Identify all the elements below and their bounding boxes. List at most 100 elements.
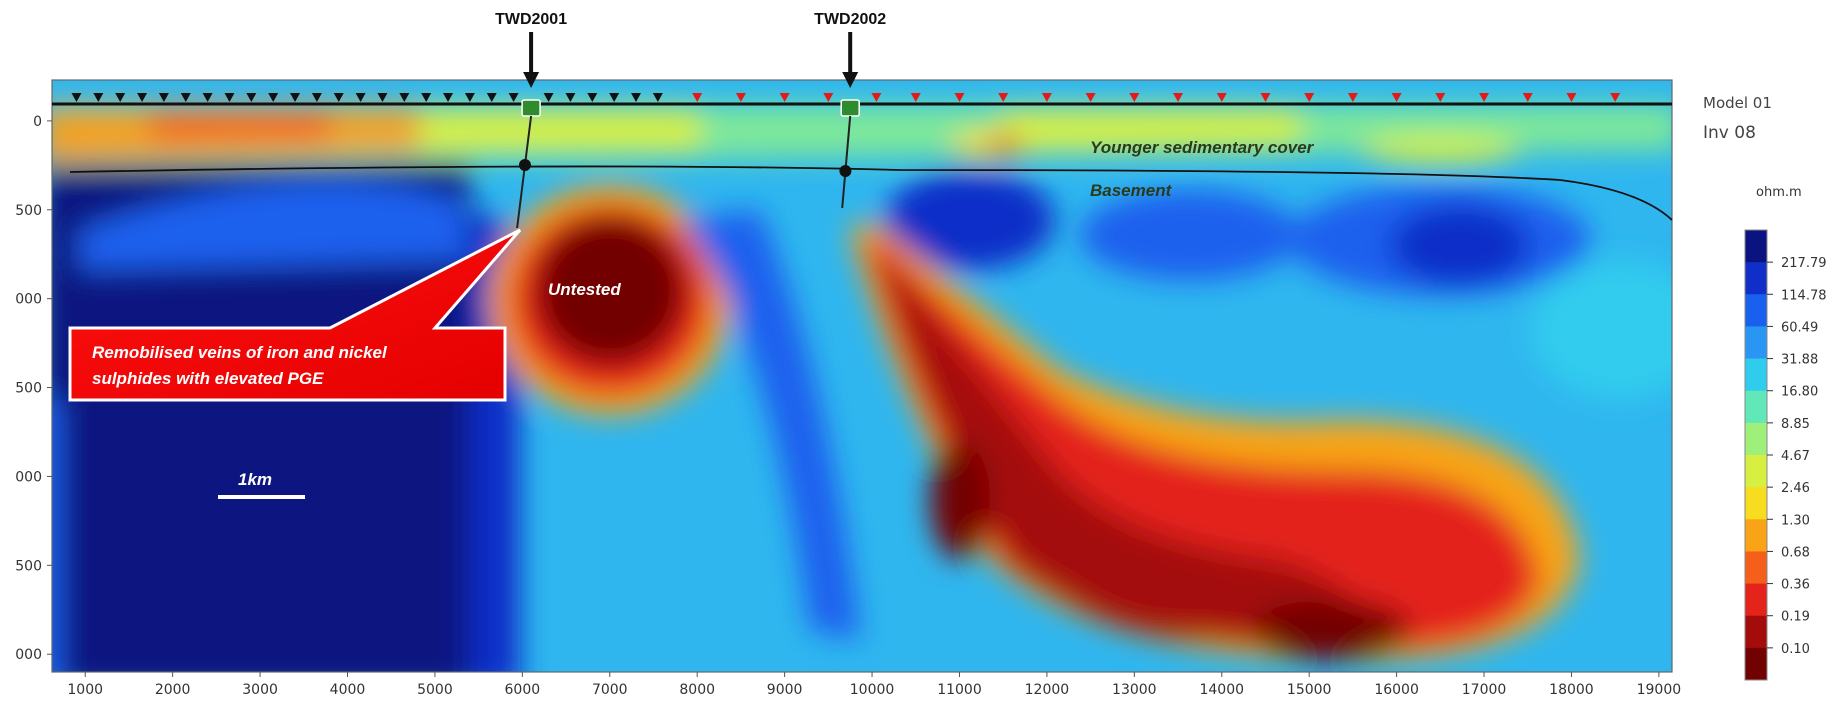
station-marker [1347,93,1358,102]
basement-intercept-marker [518,159,531,171]
colorbar-label: 217.79 [1781,256,1827,271]
colorbar-swatch [1745,487,1767,520]
station-marker [1435,93,1446,102]
colorbar-swatch [1745,390,1767,424]
station-marker [246,93,257,102]
station-marker [954,93,965,102]
basement-label: Basement [1090,181,1173,200]
x-tick-label: 5000 [417,682,453,698]
drillhole-label: TWD2002 [814,11,886,28]
drill-rig-icon [840,99,860,117]
drillholes: TWD2001 TWD2002 [495,11,886,229]
colorbar-label: 16.80 [1781,385,1818,400]
colorbar-label: 114.78 [1781,288,1827,303]
x-tick-label: 12000 [1025,682,1070,698]
colorbar-swatch [1745,455,1767,488]
colorbar-swatch [1745,230,1767,263]
station-marker [1391,93,1402,102]
station-marker [1566,93,1577,102]
station-marker [1479,93,1490,102]
x-tick-label: 17000 [1462,682,1507,698]
y-tick-label: 000 [15,469,42,485]
y-tick-label: 500 [15,203,42,219]
x-tick-label: 6000 [505,682,541,698]
station-marker [609,93,620,102]
station-marker [1041,93,1052,102]
colorbar-label: 31.88 [1781,353,1818,368]
colorbar-swatch [1745,551,1767,585]
veins-callout: Remobilised veins of iron and nickel sul… [68,228,522,402]
colorbar-swatch [1745,615,1767,649]
colorbar-label: 0.68 [1781,545,1810,560]
model-label: Model 01 [1703,94,1772,112]
colorbar-label: 1.30 [1781,513,1810,528]
scale-bar-label: 1km [238,470,272,489]
colorbar-swatch [1745,262,1767,295]
x-tick-label: 13000 [1112,682,1157,698]
scale-bar: 1km [218,470,305,499]
y-tick-label: 000 [15,647,42,663]
station-marker [464,93,475,102]
x-tick-label: 7000 [592,682,628,698]
colorbar-label: 0.36 [1781,578,1810,593]
station-marker [1085,93,1096,102]
station-marker [202,93,213,102]
drill-trace [516,115,533,229]
y-tick-label: 000 [15,292,42,308]
station-marker [823,93,834,102]
station-marker [1522,93,1533,102]
x-axis: 1000 2000 3000 4000 5000 6000 7000 8000 9000 1000… [67,672,1681,698]
x-tick-label: 15000 [1287,682,1332,698]
colorbar-unit: ohm.m [1756,185,1802,200]
station-marker [399,93,410,102]
station-marker [587,93,598,102]
station-marker [1260,93,1271,102]
station-marker [421,93,432,102]
colorbar-label: 4.67 [1781,449,1810,464]
basement-intercept-marker [839,165,852,177]
untested-label: Untested [548,280,621,299]
colorbar-swatch [1745,294,1767,327]
station-marker [158,93,169,102]
station-marker [224,93,235,102]
station-marker [377,93,388,102]
station-marker [1173,93,1184,102]
station-marker [311,93,322,102]
station-marker [93,93,104,102]
arrow-head [523,72,540,88]
colorbar-label: 0.19 [1781,610,1810,625]
station-marker [1216,93,1227,102]
y-tick-label: 500 [15,381,42,397]
station-marker [1610,93,1621,102]
station-marker [910,93,921,102]
station-marker [355,93,366,102]
x-tick-label: 1000 [67,682,103,698]
veins-label-line1: Remobilised veins of iron and nickel [92,343,388,362]
station-marker [180,93,191,102]
station-marker [779,93,790,102]
y-tick-label: 500 [15,558,42,574]
colorbar: 217.79 114.78 60.49 31.88 16.80 8.85 4.67 2.46 1… [1744,229,1827,681]
colorbar-label: 2.46 [1781,481,1810,496]
station-marker [565,93,576,102]
station-marker [735,93,746,102]
station-marker [486,93,497,102]
basement-contact-line [69,165,1673,221]
drill-rig-icon [521,99,541,117]
cover-label: Younger sedimentary cover [1090,138,1315,157]
station-marker [333,93,344,102]
station-marker [998,93,1009,102]
station-marker [1129,93,1140,102]
x-tick-label: 10000 [850,682,895,698]
x-tick-label: 3000 [242,682,278,698]
plot-frame [51,79,1673,673]
x-tick-label: 11000 [937,682,982,698]
x-tick-label: 18000 [1549,682,1594,698]
veins-label-line2: sulphides with elevated PGE [92,369,324,388]
station-marker [652,93,663,102]
y-axis: 0 500 000 500 000 500 000 [15,114,52,663]
colorbar-swatch [1745,519,1767,552]
colorbar-swatch [1745,422,1767,456]
inversion-label: Inv 08 [1703,123,1756,143]
